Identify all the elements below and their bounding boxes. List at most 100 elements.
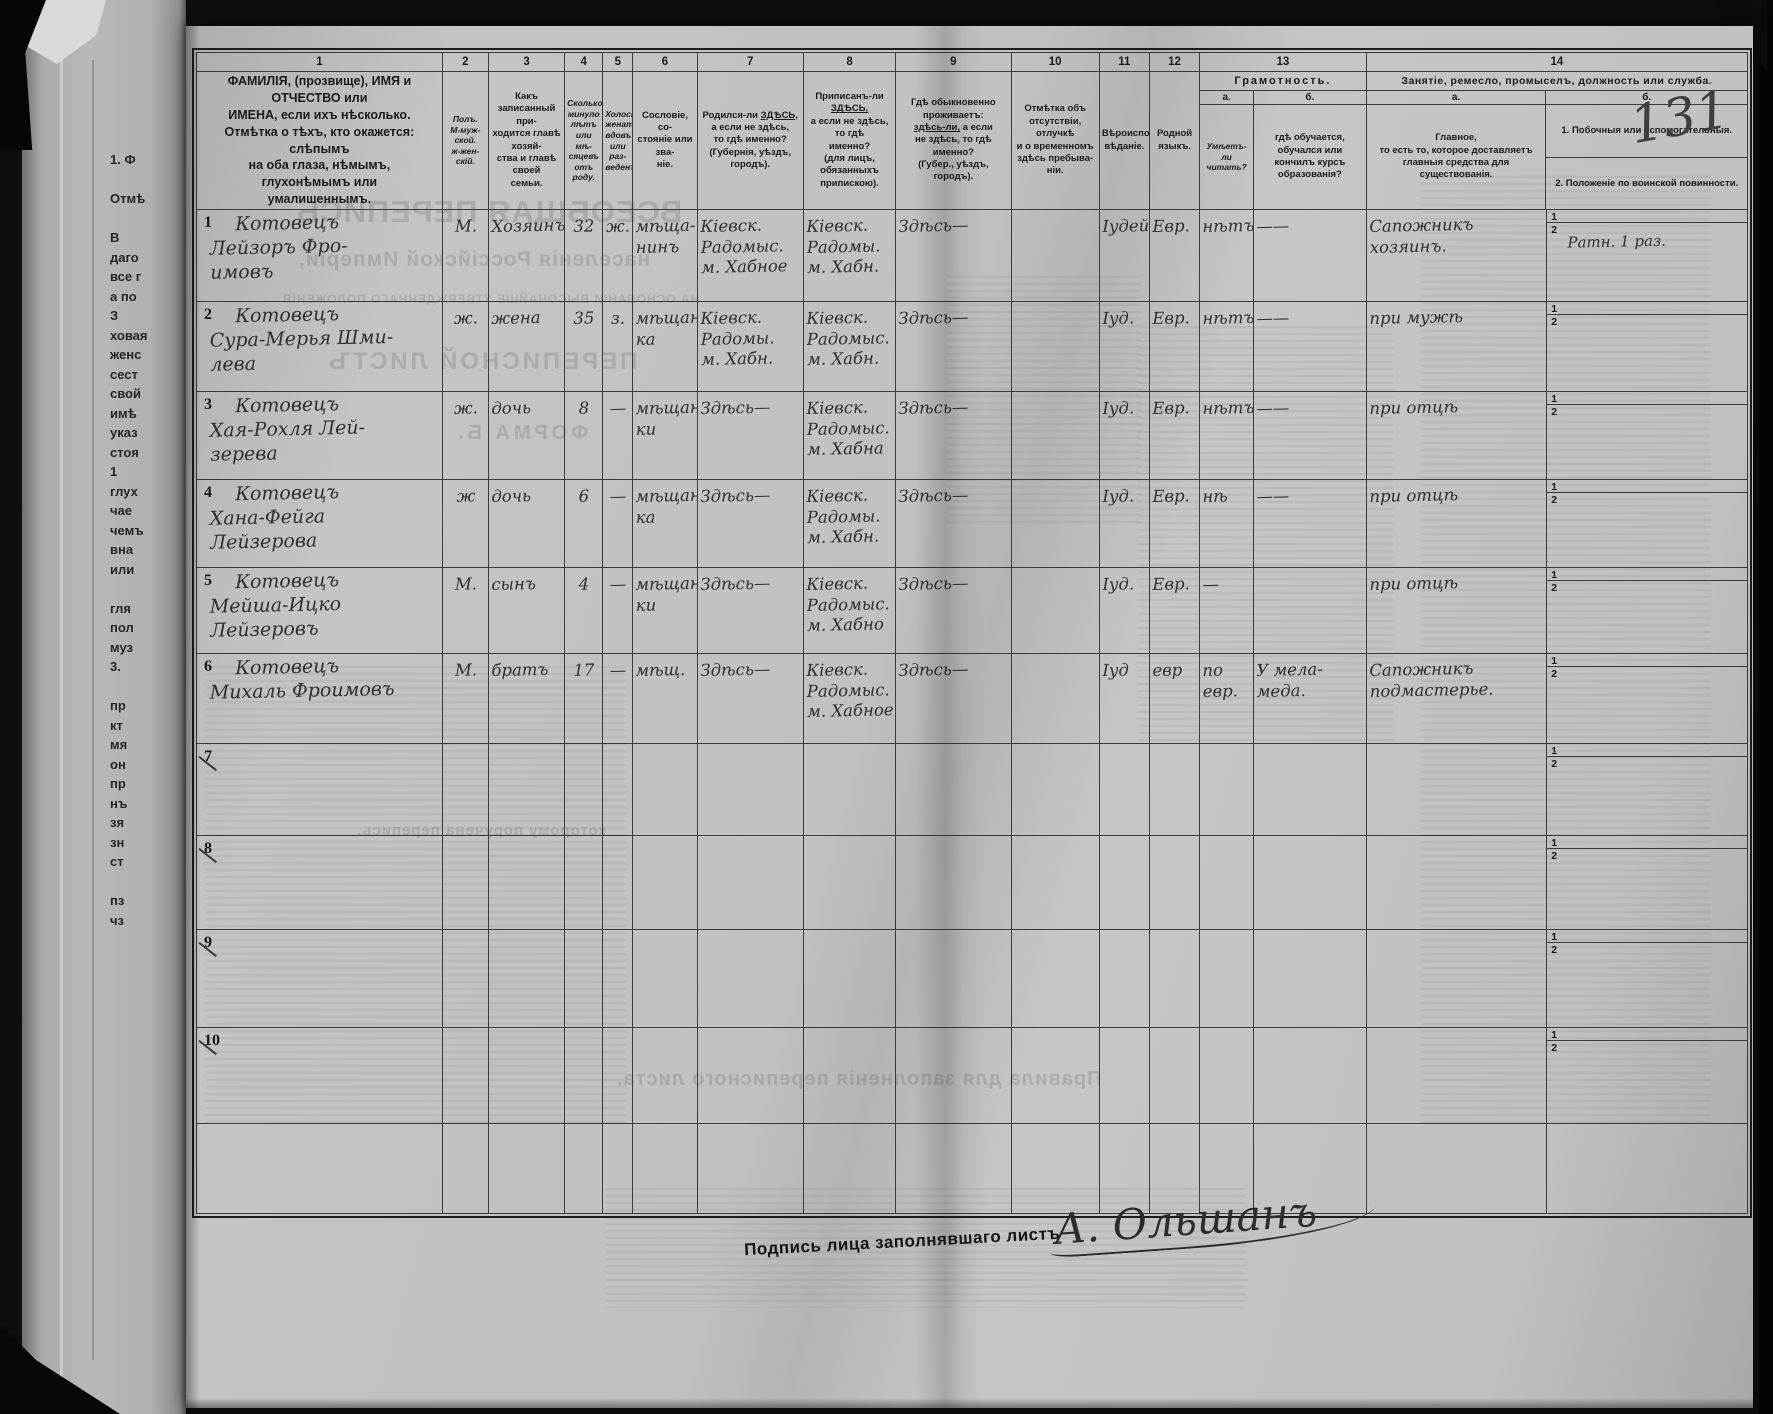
estate-cell-value: мѣщан- ки: [635, 397, 698, 439]
literacy-cell-value: нѣтъ: [1202, 397, 1254, 418]
side-occupation-sub: 2: [1548, 943, 1747, 956]
sex-cell: ж.: [441, 301, 489, 392]
sex-cell-value: М.: [454, 216, 477, 236]
residence-cell: [895, 929, 1012, 1028]
sex-cell-value: [445, 837, 486, 843]
header-marital: Холостъ, женатъ, вдовъ или раз- веденъ.: [605, 108, 633, 172]
relation-cell-value: [491, 931, 562, 937]
literacy-cell: нѣ: [1199, 479, 1255, 568]
religion-cell-value: [1102, 745, 1147, 751]
literacy-cell: [1199, 929, 1255, 1028]
header-education: гдѣ обучается, обучался или кончилъ курс…: [1274, 132, 1346, 181]
age-cell-value: [567, 1029, 600, 1035]
birthplace-cell: Здѣсь—: [696, 653, 804, 744]
religion-cell-value: Іуд: [1101, 660, 1129, 680]
estate-cell: мѣщан- ки: [632, 391, 698, 480]
estate-cell: мѣщан- ка: [632, 301, 698, 392]
page-edge-shadow: [186, 26, 200, 1408]
empty-cell: [196, 1123, 443, 1214]
row-number: 6: [204, 658, 212, 675]
residence-cell: [895, 1027, 1012, 1124]
religion-cell: Іудейск.: [1098, 209, 1150, 302]
relation-cell: братъ: [487, 653, 566, 744]
absence-cell-value: [1014, 931, 1097, 937]
side-occupation-value: [1551, 211, 1743, 221]
registration-cell: Кіевск. Радомыс. м. Хабн.: [802, 301, 897, 392]
residence-cell: Здѣсь—: [895, 479, 1012, 568]
sex-cell-value: [445, 931, 486, 937]
education-cell-value: [1256, 745, 1363, 751]
education-cell: [1253, 1027, 1367, 1124]
religion-cell: [1098, 743, 1150, 836]
name-cell: 5 Котовецъ Мейша-Ицко Лейзеровъ: [196, 567, 443, 654]
estate-cell-value: мѣща- нинъ: [635, 215, 697, 257]
age-cell: [564, 835, 604, 930]
age-cell: 6: [564, 479, 604, 568]
absence-cell-value: [1014, 1029, 1097, 1035]
side-occupation-cell: 1 2 Ратн. 1 раз.: [1546, 209, 1748, 302]
age-cell: 35: [564, 301, 604, 392]
occupation-cell-value: [1369, 837, 1545, 843]
person-name: [199, 1029, 440, 1032]
birthplace-cell-value: Здѣсь—: [699, 659, 771, 680]
absence-cell: [1010, 301, 1100, 392]
header-registration: Приписанъ-ли ЗДѢСЬ, а если не здѣсь, то г…: [810, 91, 889, 189]
age-cell-value: 8: [578, 398, 590, 418]
literacy-cell: [1199, 835, 1255, 930]
religion-cell: Іуд.: [1098, 479, 1150, 568]
relation-cell: [487, 835, 566, 930]
name-cell: 10: [196, 1027, 443, 1124]
estate-cell: [632, 929, 698, 1028]
religion-cell-value: Іуд.: [1101, 308, 1135, 328]
side-occupation-value: [1551, 655, 1743, 665]
empty-cell: [1148, 1123, 1201, 1214]
registration-cell-value: [806, 1029, 893, 1035]
census-table-frame: 1 2 3 4 5 6 7 8 9 10 11 12 13 14 ФАМИЛІЯ…: [192, 48, 1752, 1218]
education-cell: [1253, 929, 1367, 1028]
name-cell: 4 Котовецъ Хана-Фейга Лейзерова: [196, 479, 443, 568]
occupation-cell: при мужѣ: [1365, 301, 1548, 392]
occupation-cell-value: при мужѣ: [1368, 307, 1463, 328]
age-cell: [564, 743, 604, 836]
language-cell-value: [1152, 837, 1197, 843]
language-cell-value: [1152, 745, 1197, 751]
age-cell-value: [567, 931, 600, 937]
person-name: Котовецъ Лейзоръ Фро- имовъ: [209, 211, 348, 284]
estate-cell-value: мѣщан- ка: [635, 485, 698, 527]
side-occupation-sub: 1: [1547, 655, 1747, 667]
literacy-cell: нѣтъ: [1199, 209, 1255, 302]
absence-cell: [1010, 391, 1100, 480]
row-number: 8: [204, 840, 212, 857]
registration-cell-value: Кіевск. Радомы. м. Хабн.: [806, 215, 881, 278]
header-occupation-main: Главное, то есть то, которое доставляетъ…: [1379, 132, 1533, 181]
printed-sub-number: 1: [1551, 655, 1558, 667]
literacy-cell-value: нѣ: [1202, 486, 1229, 506]
birthplace-cell: Кіевск. Радомыс. м. Хабное: [696, 209, 804, 302]
marital-cell: [602, 1027, 634, 1124]
empty-cell: [1199, 1123, 1255, 1214]
relation-cell: [487, 1027, 566, 1124]
religion-cell-value: [1102, 1029, 1147, 1035]
relation-cell: дочь: [487, 479, 566, 568]
occupation-cell-value: Сапожникъ подмастерье.: [1368, 658, 1494, 701]
language-cell: Евр.: [1148, 391, 1201, 480]
language-cell: Евр.: [1148, 479, 1201, 568]
printed-sub-number: 1: [1551, 569, 1558, 581]
relation-cell-value: жена: [491, 307, 541, 328]
side-occupation-sub: 2 Ратн. 1 раз.: [1548, 223, 1747, 254]
person-name: Котовецъ Мейша-Ицко Лейзеровъ: [209, 569, 342, 642]
occupation-cell-value: [1369, 931, 1545, 937]
birthplace-cell: [696, 743, 804, 836]
col-number: 14: [1365, 52, 1749, 72]
relation-cell: [487, 929, 566, 1028]
occupation-cell: [1365, 929, 1548, 1028]
language-cell-value: Евр.: [1152, 216, 1190, 236]
estate-cell-value: [635, 837, 694, 843]
occupation-cell: Сапожникъ хозяинъ.: [1365, 209, 1548, 302]
registration-cell: Кіевск. Радомыс. м. Хабно: [802, 567, 897, 654]
side-occupation-value: [1551, 837, 1743, 847]
header-birthplace: Родился-ли ЗДѢСЬ, а если не здѣсь, то гдѣ…: [702, 109, 798, 171]
